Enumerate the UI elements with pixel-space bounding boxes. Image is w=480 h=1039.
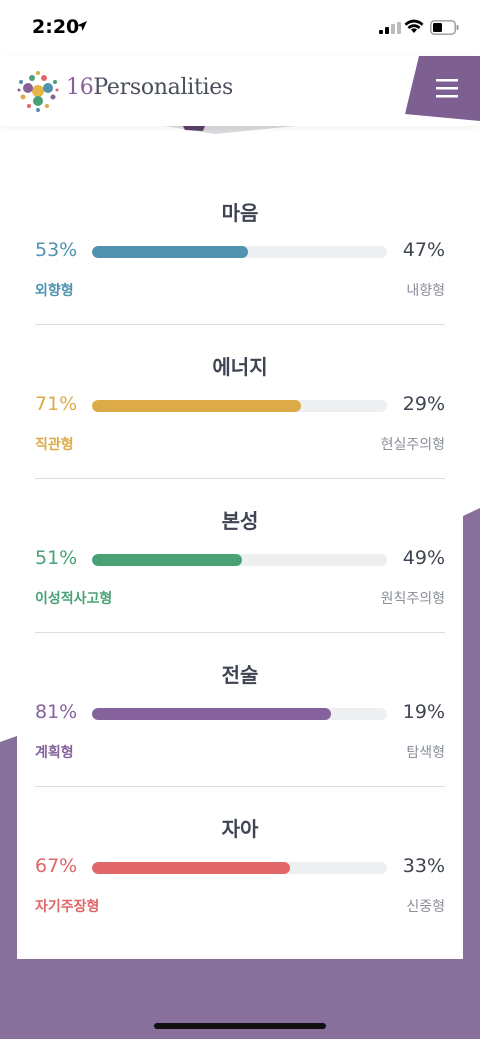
- trait-bar-fill: [92, 862, 290, 874]
- trait-left-label: 자기주장형: [35, 899, 100, 915]
- trait-left-percent: 71%: [35, 393, 78, 415]
- hamburger-menu-icon: [405, 56, 480, 121]
- trait-title: 자아: [221, 817, 259, 841]
- trait-title: 마음: [221, 201, 259, 225]
- logo-word: Personalities: [93, 75, 233, 100]
- trait-right-percent: 33%: [402, 855, 445, 877]
- trait-left-label: 외향형: [35, 283, 74, 299]
- battery-icon: [430, 20, 459, 35]
- wifi-icon: [404, 19, 424, 33]
- status-bar: 2:20: [0, 0, 480, 56]
- trait-nature: 본성 51% 49% 이성적사고형 원칙주의형: [17, 441, 463, 633]
- trait-bar: [92, 246, 387, 258]
- trait-right-label: 내향형: [406, 283, 445, 299]
- trait-tactics: 전술 81% 19% 계획형 탐색형: [17, 595, 463, 787]
- trait-title: 전술: [221, 663, 259, 687]
- trait-right-label: 현실주의형: [380, 437, 445, 453]
- trait-energy: 에너지 71% 29% 직관형 현실주의형: [17, 287, 463, 479]
- trait-bar: [92, 862, 387, 874]
- trait-title: 본성: [221, 509, 259, 533]
- logo-text[interactable]: 16Personalities: [66, 75, 233, 100]
- trait-left-percent: 51%: [35, 547, 78, 569]
- trait-title: 에너지: [212, 355, 268, 379]
- trait-right-percent: 47%: [402, 239, 445, 261]
- trait-left-label: 계획형: [35, 745, 74, 761]
- trait-right-percent: 29%: [402, 393, 445, 415]
- status-time: 2:20: [32, 16, 80, 38]
- trait-left-label: 직관형: [35, 437, 74, 453]
- trait-bar: [92, 708, 387, 720]
- trait-left-percent: 81%: [35, 701, 78, 723]
- home-indicator: [154, 1023, 326, 1029]
- cellular-signal-icon: [379, 22, 401, 34]
- site-header: 16Personalities: [0, 56, 480, 126]
- trait-bar: [92, 554, 387, 566]
- location-arrow-icon: [77, 21, 87, 31]
- menu-button[interactable]: [405, 56, 480, 121]
- trait-left-label: 이성적사고형: [35, 591, 113, 607]
- trait-right-label: 신중형: [406, 899, 445, 915]
- trait-bar-fill: [92, 708, 331, 720]
- header-decor-shape: [165, 126, 295, 134]
- trait-mind: 마음 53% 47% 외향형 내향형: [17, 133, 463, 325]
- trait-identity: 자아 67% 33% 자기주장형 신중형: [17, 749, 463, 915]
- divider: [35, 324, 445, 325]
- trait-bar: [92, 400, 387, 412]
- personality-traits-card: 마음 53% 47% 외향형 내향형 에너지 71% 29% 직관형 현실주의형…: [17, 133, 463, 959]
- divider: [35, 632, 445, 633]
- divider: [35, 478, 445, 479]
- trait-left-percent: 67%: [35, 855, 78, 877]
- divider: [35, 786, 445, 787]
- trait-right-label: 원칙주의형: [380, 591, 445, 607]
- trait-bar-fill: [92, 246, 249, 258]
- trait-right-percent: 19%: [402, 701, 445, 723]
- trait-left-percent: 53%: [35, 239, 78, 261]
- logo-dots-icon: [17, 71, 59, 112]
- trait-bar-fill: [92, 554, 243, 566]
- trait-right-percent: 49%: [402, 547, 445, 569]
- trait-right-label: 탐색형: [406, 745, 445, 761]
- trait-bar-fill: [92, 400, 302, 412]
- logo-number: 16: [66, 75, 94, 100]
